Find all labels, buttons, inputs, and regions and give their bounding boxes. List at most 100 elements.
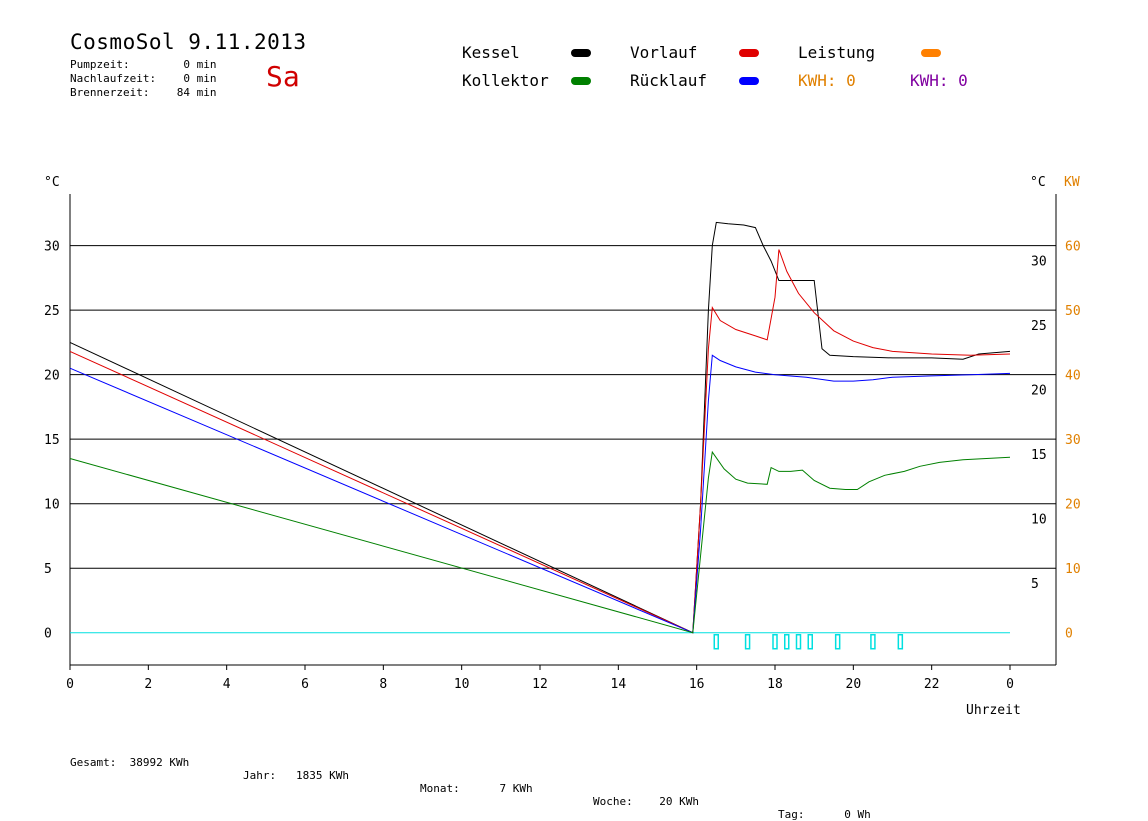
kwh-label: KWH: — [798, 71, 837, 90]
x-tick-label: 6 — [301, 677, 309, 692]
stat-row-pumpzeit: Pumpzeit: 0 min — [70, 58, 217, 72]
series-line-rcklauf — [69, 354, 1011, 634]
kwh-label: KWH: — [910, 71, 949, 90]
y-tick-label-right: 5 — [1031, 577, 1039, 592]
x-tick-label: 4 — [223, 677, 231, 692]
legend-swatch-ruecklauf — [739, 77, 759, 85]
footer-value: 0 Wh — [844, 808, 871, 821]
footer-label: Jahr: — [243, 769, 277, 782]
y-tick-label-right: 30 — [1031, 255, 1047, 270]
stat-label: Pumpzeit: — [70, 58, 130, 71]
footer-month: Monat: 7 KWh — [420, 782, 533, 795]
x-tick-label: 18 — [767, 677, 783, 692]
footer-year: Jahr: 1835 KWh — [243, 769, 349, 782]
stat-unit: min — [196, 72, 217, 85]
pump-marker — [744, 633, 751, 650]
x-axis-label: Uhrzeit — [966, 703, 1021, 718]
y-tick-label-kw: 10 — [1065, 562, 1081, 577]
x-tick-label: 2 — [144, 677, 152, 692]
y-tick-label-right: 20 — [1031, 384, 1047, 399]
footer-value: 7 KWh — [499, 782, 533, 795]
legend-label-ruecklauf: Rücklauf — [630, 71, 708, 90]
x-tick-label: 20 — [846, 677, 862, 692]
stat-unit: min — [196, 58, 217, 71]
series-line-kessel — [69, 221, 1011, 634]
footer-label: Gesamt: — [70, 756, 117, 769]
grid-layer — [70, 245, 1056, 569]
legend-label-vorlauf: Vorlauf — [630, 43, 698, 62]
legend-label-kessel: Kessel — [462, 43, 520, 62]
series-line-vorlauf — [69, 249, 1011, 634]
y-tick-label-kw: 50 — [1065, 304, 1081, 319]
x-tick-label: 0 — [1006, 677, 1014, 692]
x-tick-label: 8 — [379, 677, 387, 692]
footer-value: 1835 KWh — [296, 769, 349, 782]
footer-total: Gesamt: 38992 KWh — [70, 756, 189, 769]
legend-label-leistung: Leistung — [798, 43, 876, 62]
stat-label: Brennerzeit: — [70, 86, 150, 99]
legend-swatch-kessel — [571, 49, 591, 57]
pump-marker — [897, 633, 904, 650]
y-axis-label-kw: KW — [1064, 175, 1080, 190]
y-tick-label-right: 15 — [1031, 448, 1047, 463]
pump-marker — [713, 633, 719, 650]
footer-week: Woche: 20 KWh — [593, 795, 699, 808]
y-tick-label-right: 10 — [1031, 513, 1047, 528]
weekday-label: Sa — [266, 60, 300, 93]
y-tick-label-right: 25 — [1031, 319, 1047, 334]
y-tick-label-left: 20 — [44, 369, 60, 384]
stat-row-nachlaufzeit: Nachlaufzeit: 0 min — [70, 72, 217, 86]
y-tick-label-left: 25 — [44, 304, 60, 319]
kwh-value: 0 — [958, 71, 968, 90]
stat-label: Nachlaufzeit: — [70, 72, 157, 85]
y-tick-label-left: 0 — [44, 627, 52, 642]
footer-day: Tag: 0 Wh — [778, 808, 871, 821]
y-tick-label-kw: 20 — [1065, 498, 1081, 513]
y-tick-label-left: 5 — [44, 562, 52, 577]
footer-value: 20 KWh — [659, 795, 699, 808]
stat-unit: min — [196, 86, 217, 99]
stat-row-brennerzeit: Brennerzeit: 84 min — [70, 86, 217, 100]
footer-value: 38992 KWh — [129, 756, 190, 769]
y-tick-label-kw: 60 — [1065, 240, 1081, 255]
pump-marker — [772, 633, 778, 650]
stat-value: 0 — [183, 58, 190, 71]
y-tick-label-left: 15 — [44, 433, 60, 448]
stat-value: 0 — [183, 72, 190, 85]
y-tick-label-kw: 0 — [1065, 627, 1073, 642]
stat-value: 84 — [176, 86, 190, 99]
y-tick-label-left: 10 — [44, 498, 60, 513]
pump-marker — [795, 633, 802, 650]
legend-swatch-kollektor — [571, 77, 591, 85]
energy-summary: Gesamt: 38992 KWh Jahr: 1835 KWh Monat: … — [0, 743, 871, 821]
pump-marker — [784, 633, 790, 650]
footer-label: Monat: — [420, 782, 460, 795]
series-line-kollektor — [69, 450, 1011, 634]
y-axis-label-left: °C — [44, 175, 60, 190]
legend-swatch-leistung — [921, 49, 941, 57]
series-layer — [69, 221, 1011, 634]
x-tick-label: 16 — [689, 677, 705, 692]
kwh-value: 0 — [846, 71, 856, 90]
runtime-stats: Pumpzeit: 0 min Nachlaufzeit: 0 min Brenne… — [70, 58, 217, 100]
kwh-readout-2: KWH: 0 — [910, 71, 968, 90]
y-axis-label-right: °C — [1030, 175, 1046, 190]
footer-label: Woche: — [593, 795, 633, 808]
pump-marker — [834, 633, 841, 650]
pump-marker — [870, 633, 876, 650]
y-tick-label-left: 30 — [44, 240, 60, 255]
y-tick-label-kw: 40 — [1065, 369, 1081, 384]
pump-marker-layer — [713, 633, 904, 650]
x-tick-label: 12 — [532, 677, 548, 692]
x-tick-label: 10 — [454, 677, 470, 692]
pump-marker — [807, 633, 813, 650]
page-title: CosmoSol 9.11.2013 — [70, 30, 307, 54]
y-tick-label-kw: 30 — [1065, 433, 1081, 448]
x-tick-label: 0 — [66, 677, 74, 692]
x-tick-label: 14 — [611, 677, 627, 692]
legend-swatch-vorlauf — [739, 49, 759, 57]
kwh-readout-1: KWH: 0 — [798, 71, 856, 90]
footer-label: Tag: — [778, 808, 805, 821]
